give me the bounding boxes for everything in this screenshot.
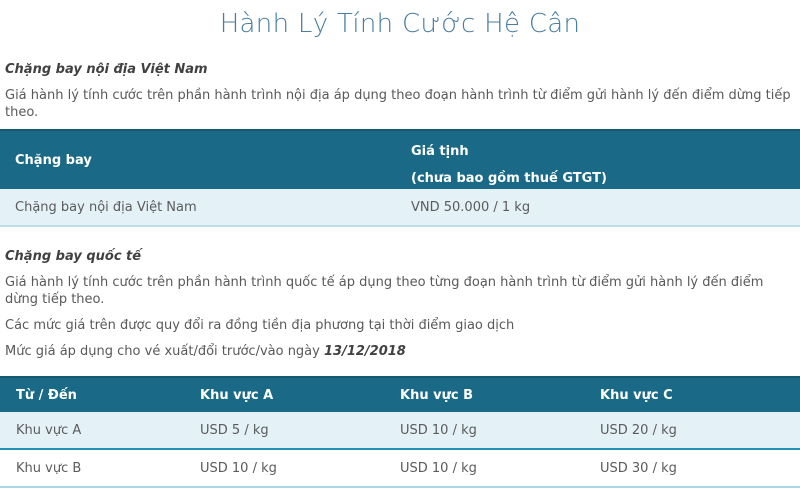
international-price-table: Từ / Đến Khu vực A Khu vực B Khu vực C K…	[0, 376, 800, 488]
domestic-description: Giá hành lý tính cước trên phần hành trì…	[5, 88, 791, 120]
from-cell: Khu vực B	[16, 460, 82, 476]
zone-b-price-cell: USD 10 / kg	[400, 422, 477, 438]
international-description: Giá hành lý tính cước trên phần hành trì…	[5, 275, 764, 307]
column-header-net-price: Giá tịnh (chưa bao gồm thuế GTGT)	[396, 131, 800, 189]
effective-date-prefix: Mức giá áp dụng cho vé xuất/đổi trước/và…	[5, 344, 324, 359]
page-title: Hành Lý Tính Cước Hệ Cân	[219, 9, 581, 39]
column-header-zone-b: Khu vực B	[400, 387, 473, 403]
table-row: Khu vực B USD 10 / kg USD 10 / kg USD 30…	[0, 450, 800, 488]
domestic-price-table: Chặng bay Giá tịnh (chưa bao gồm thuế GT…	[0, 129, 800, 227]
from-cell: Khu vực A	[16, 422, 82, 438]
column-header-zone-c: Khu vực C	[600, 387, 673, 403]
zone-c-price-cell: USD 20 / kg	[600, 422, 677, 438]
international-table-header: Từ / Đến Khu vực A Khu vực B Khu vực C	[0, 376, 800, 412]
table-row: Chặng bay nội địa Việt Nam VND 50.000 / …	[0, 189, 800, 227]
column-header-route: Chặng bay	[15, 152, 92, 168]
international-section-heading: Chặng bay quốc tế	[5, 249, 142, 264]
net-price-label: Giá tịnh	[411, 144, 469, 159]
column-header-zone-a: Khu vực A	[200, 387, 274, 403]
zone-a-price-cell: USD 5 / kg	[200, 422, 269, 438]
zone-b-price-cell: USD 10 / kg	[400, 460, 477, 476]
column-header-from-to: Từ / Đến	[16, 387, 77, 403]
price-cell: VND 50.000 / 1 kg	[411, 199, 531, 215]
currency-note: Các mức giá trên được quy đổi ra đồng ti…	[5, 318, 515, 333]
domestic-table-header: Chặng bay Giá tịnh (chưa bao gồm thuế GT…	[0, 129, 800, 189]
domestic-section-heading: Chặng bay nội địa Việt Nam	[5, 62, 208, 77]
effective-date-value: 13/12/2018	[323, 344, 406, 359]
zone-c-price-cell: USD 30 / kg	[600, 460, 677, 476]
vat-note-label: (chưa bao gồm thuế GTGT)	[411, 171, 607, 186]
zone-a-price-cell: USD 10 / kg	[200, 460, 277, 476]
table-row: Khu vực A USD 5 / kg USD 10 / kg USD 20 …	[0, 412, 800, 450]
effective-date-note: Mức giá áp dụng cho vé xuất/đổi trước/và…	[5, 343, 800, 360]
route-cell: Chặng bay nội địa Việt Nam	[15, 199, 197, 215]
